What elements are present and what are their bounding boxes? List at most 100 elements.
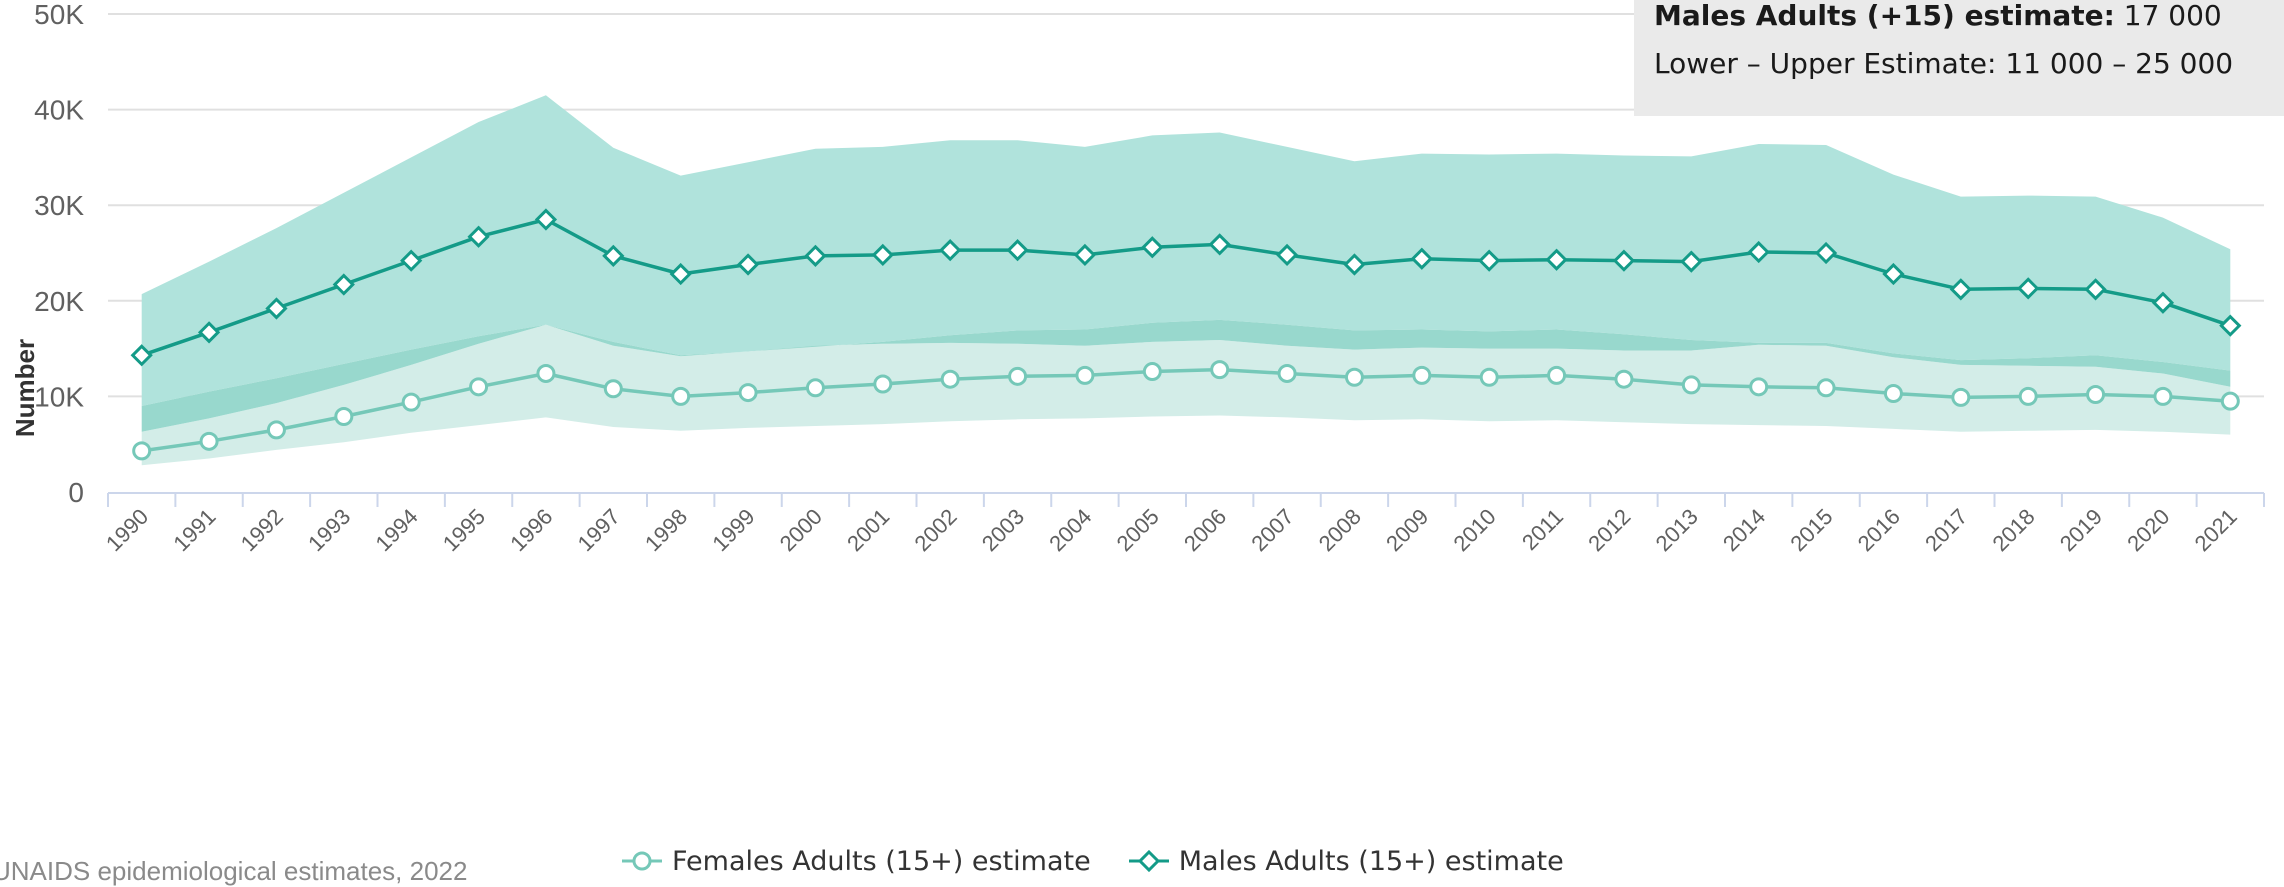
males-data-point[interactable] (1814, 241, 1838, 265)
males-data-point[interactable] (1882, 262, 1905, 286)
males-data-point[interactable] (736, 253, 760, 276)
males-data-point[interactable] (332, 273, 355, 296)
males-data-point[interactable] (1410, 247, 1433, 270)
females-data-point[interactable] (469, 377, 489, 397)
males-data-point[interactable] (197, 321, 221, 344)
males-data-point[interactable] (1073, 243, 1097, 267)
x-tick-label: 2018 (1987, 504, 2039, 556)
females-data-point[interactable] (1614, 369, 1634, 389)
males-data-point[interactable] (2219, 314, 2242, 337)
males-data-point[interactable] (467, 225, 490, 248)
x-tick-label: 2005 (1112, 504, 1164, 556)
females-data-point[interactable] (671, 386, 691, 406)
y-tick-label: 20K (34, 286, 84, 317)
females-data-point[interactable] (1749, 377, 1769, 397)
males-data-point[interactable] (2084, 278, 2107, 301)
females-data-point[interactable] (2153, 386, 2173, 406)
x-tick-label: 1995 (438, 504, 490, 556)
females-data-point[interactable] (2220, 391, 2240, 411)
y-tick-label: 10K (34, 381, 84, 412)
y-tick-label: 30K (34, 190, 84, 221)
males-data-point[interactable] (265, 297, 288, 320)
females-data-point[interactable] (1479, 367, 1499, 387)
x-tick-label: 2009 (1381, 504, 1433, 556)
x-tick-label: 1999 (707, 504, 759, 556)
females-data-point[interactable] (199, 431, 219, 451)
females-data-point[interactable] (603, 379, 623, 399)
diamond-marker-icon (1128, 849, 1169, 873)
x-tick-label: 2019 (2055, 504, 2107, 556)
x-tick-label: 2007 (1246, 504, 1298, 556)
females-data-point[interactable] (2086, 384, 2106, 404)
males-data-point[interactable] (2151, 291, 2175, 314)
females-data-point[interactable] (1951, 387, 1971, 407)
females-data-point[interactable] (738, 383, 758, 403)
males-data-point[interactable] (1747, 240, 1770, 264)
legend-label-males: Males Adults (15+) estimate (1178, 845, 1564, 877)
x-tick-label: 2001 (842, 504, 894, 556)
males-data-point[interactable] (1275, 243, 1299, 267)
x-tick-label: 2011 (1517, 504, 1568, 555)
males-data-point[interactable] (1612, 249, 1636, 272)
females-data-point[interactable] (873, 374, 893, 394)
males-data-point[interactable] (804, 244, 827, 267)
range-overlap-band (141, 319, 2231, 432)
males-data-point[interactable] (1545, 248, 1568, 271)
males-data-point[interactable] (1478, 249, 1501, 272)
females-data-point[interactable] (266, 420, 286, 440)
males-data-point[interactable] (1006, 239, 1029, 262)
series-lines (141, 217, 2231, 453)
x-tick-label: 2003 (977, 504, 1029, 556)
females-data-point[interactable] (1008, 366, 1028, 386)
females-data-point[interactable] (132, 441, 152, 461)
females-data-point[interactable] (805, 378, 825, 398)
females-data-point[interactable] (1681, 375, 1701, 395)
x-tick-label: 2012 (1583, 504, 1635, 556)
x-tick-label: 2017 (1920, 504, 1972, 556)
males-data-point[interactable] (2017, 277, 2040, 300)
females-data-point[interactable] (1277, 363, 1297, 383)
males-data-point[interactable] (1208, 233, 1231, 256)
females-data-point[interactable] (1142, 362, 1162, 382)
males-data-point[interactable] (130, 344, 153, 367)
x-tick-label: 2000 (775, 504, 827, 556)
x-tick-label: 1992 (236, 504, 288, 556)
females-data-point[interactable] (536, 363, 556, 383)
females-data-point[interactable] (1210, 360, 1230, 380)
y-tick-label: 50K (34, 0, 84, 30)
males-data-point[interactable] (1680, 250, 1703, 273)
females-data-point[interactable] (1344, 367, 1364, 387)
males-data-point[interactable] (939, 239, 962, 262)
females-data-point[interactable] (334, 406, 354, 426)
females-data-point[interactable] (1412, 365, 1432, 385)
males-data-point[interactable] (534, 208, 558, 231)
females-data-point[interactable] (1816, 378, 1836, 398)
females-data-point[interactable] (1547, 365, 1567, 385)
legend-item-males[interactable]: Males Adults (15+) estimate (1128, 845, 1564, 877)
males-data-point[interactable] (1141, 236, 1164, 259)
males-data-point[interactable] (400, 249, 423, 272)
females-data-point[interactable] (2018, 386, 2038, 406)
series-markers[interactable] (130, 208, 2242, 461)
males-data-point[interactable] (1343, 253, 1366, 276)
males-series-line (141, 217, 2231, 357)
females-data-point[interactable] (940, 369, 960, 389)
females-range-band (141, 324, 2231, 466)
legend-item-females[interactable]: Females Adults (15+) estimate (622, 846, 1091, 877)
females-data-point[interactable] (1883, 384, 1903, 404)
x-tick-label: 2014 (1718, 504, 1770, 556)
males-data-point[interactable] (602, 244, 625, 267)
females-data-point[interactable] (401, 392, 421, 412)
males-data-point[interactable] (669, 262, 692, 286)
x-tick-label: 2020 (2122, 504, 2174, 556)
females-data-point[interactable] (1075, 365, 1095, 385)
x-tick-label: 2013 (1651, 504, 1703, 556)
x-tick-label: 2021 (2190, 504, 2242, 556)
x-tick-label: 1998 (640, 504, 692, 556)
x-tick-label: 1994 (370, 504, 422, 556)
confidence-bands (141, 95, 2231, 466)
males-data-point[interactable] (871, 243, 894, 267)
x-tick-label: 1996 (505, 504, 557, 556)
males-data-point[interactable] (1949, 278, 1972, 301)
y-axis-label: Number (10, 339, 40, 437)
